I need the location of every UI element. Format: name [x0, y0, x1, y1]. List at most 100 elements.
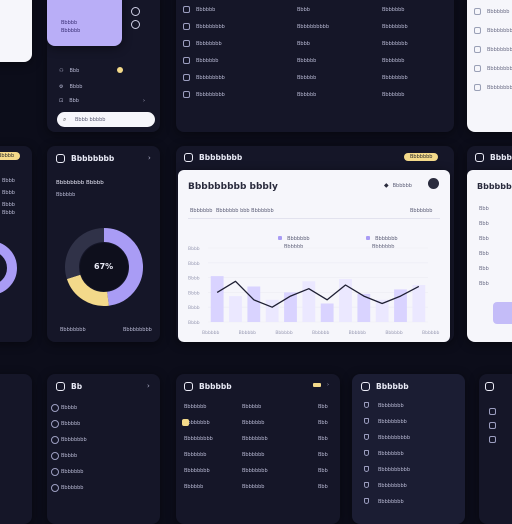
cell: Bbbb — [297, 7, 310, 13]
donut-hole — [80, 243, 128, 291]
donut-slice — [65, 228, 105, 280]
menu-item[interactable]: ⊡ Bbb — [59, 98, 79, 104]
subtitle: Bbbbbbbb Bbbbb — [56, 180, 104, 186]
list-item: Bbbbbbb — [487, 9, 510, 15]
legend-swatch — [366, 236, 370, 240]
chevron-right-icon[interactable]: › — [143, 98, 145, 104]
radio-icon[interactable] — [51, 452, 59, 460]
cell: Bbbbbb — [242, 404, 262, 410]
search-field[interactable]: ⌕ Bbbb bbbbb — [57, 112, 155, 127]
legend-swatch — [278, 236, 282, 240]
bar — [375, 299, 389, 322]
cell: Bbbbbbb — [382, 7, 405, 13]
left-mid-card: Bbbbb Bbbb Bbbb Bbbb Bbbb — [0, 146, 32, 342]
bar — [210, 276, 224, 322]
radio-icon[interactable] — [51, 420, 59, 428]
y-tick-label: Bbbb — [188, 320, 200, 326]
menu-item[interactable]: ⚙ Bbbb — [59, 84, 82, 90]
cell: Bbbbbbbb — [184, 468, 210, 474]
row-icon — [183, 91, 190, 98]
y-tick-label: Bbbb — [188, 305, 200, 311]
action-button[interactable] — [493, 302, 512, 324]
header-pill[interactable]: Bbbbbbb — [404, 153, 439, 161]
info-line: Bbbb — [2, 178, 15, 184]
donut-center-label: 67% — [94, 262, 114, 271]
list-item: Bbbbbbbbb — [378, 419, 407, 425]
shield-icon — [364, 498, 369, 504]
cell: Bbbbbbb — [242, 420, 265, 426]
logo-icon — [184, 153, 193, 162]
bar — [339, 279, 352, 322]
row-icon — [183, 6, 190, 13]
dropdown[interactable]: ◆ Bbbbbb — [384, 182, 412, 189]
cell: Bbb — [318, 420, 328, 426]
list-item: Bbbbbbbb — [61, 437, 87, 443]
search-icon: ⌕ — [63, 116, 67, 123]
cell: Bbbbbbbb — [196, 41, 222, 47]
bottom-list-card-1: Bb › Bbbbb Bbbbbb Bbbbbbbb Bbbbb Bbbbbbb Bbbb… — [47, 374, 160, 524]
right-label: Bbbbbbb — [410, 208, 433, 214]
cell: Bbbbbbb — [184, 452, 207, 458]
partial-donut — [0, 242, 17, 294]
avatar[interactable] — [131, 7, 140, 16]
cell: Bbbbbbbb — [382, 75, 408, 81]
cell: Bbb — [318, 404, 328, 410]
list-item: Bbbbbbbb — [487, 47, 512, 53]
dropdown-value: Bbbbbb — [392, 182, 412, 189]
right-mid-card: Bbbbbbbb Bbbbbbbb Bbb Bbb Bbb Bbb Bbb Bbb — [467, 146, 512, 342]
list-item: Bbbbbbbb — [487, 85, 512, 91]
profile-line-2: Bbbbbb — [61, 28, 81, 34]
bar — [247, 286, 261, 322]
cell: Bbbbbbbbb — [196, 92, 225, 98]
chevron-right-icon[interactable]: › — [147, 382, 150, 390]
cell: Bbbbbbbb — [382, 41, 408, 47]
info-line: Bbbb — [2, 202, 15, 208]
row-icon — [474, 8, 481, 15]
cell: Bbbbbbbb — [242, 436, 268, 442]
checkbox-icon[interactable] — [182, 419, 189, 426]
list-item: Bbbbbbbbb — [378, 483, 407, 489]
radio-icon[interactable] — [51, 436, 59, 444]
chevron-right-icon[interactable]: › — [327, 382, 329, 388]
card-header: Bbbbbbbb — [56, 154, 114, 163]
cell: Bbbbbbb — [184, 404, 207, 410]
settings-icon[interactable] — [131, 20, 140, 29]
badge — [313, 383, 321, 387]
list-item: Bbbbbbbb — [487, 66, 512, 72]
menu-label: Bbb — [69, 98, 79, 104]
avatar[interactable] — [428, 178, 439, 189]
profile-line-1: Bbbbb — [61, 20, 78, 26]
menu-item[interactable]: ⚇ Bbb — [59, 68, 79, 74]
donut-slice — [103, 228, 143, 306]
check-icon — [489, 436, 496, 443]
radio-icon[interactable] — [51, 484, 59, 492]
tab-1[interactable]: Bbbbbbb — [190, 208, 213, 214]
row-icon — [474, 84, 481, 91]
cell: Bbbbbbbb — [184, 420, 210, 426]
tab-2[interactable]: Bbbbbbb bbb Bbbbbbb — [216, 208, 274, 214]
status-dot — [117, 67, 123, 73]
cell: Bbb — [318, 452, 328, 458]
value: Bbb — [479, 266, 489, 272]
card-header: Bb — [56, 382, 82, 391]
x-tick-label: Bbbbbb — [202, 330, 220, 336]
status-pill[interactable]: Bbbbb — [0, 152, 21, 160]
radio-icon[interactable] — [51, 468, 59, 476]
radio-icon[interactable] — [51, 404, 59, 412]
chevron-right-icon[interactable]: › — [148, 154, 151, 162]
list-item: Bbbbbbbbbb — [378, 467, 410, 473]
cell: Bbb — [318, 468, 328, 474]
info-line: Bbbb — [2, 190, 15, 196]
list-item: Bbbbb — [61, 453, 78, 459]
cell: Bbbbbb — [297, 92, 317, 98]
card-title: Bbbbbbbb — [71, 154, 115, 163]
card-header: Bbbbbb — [184, 382, 232, 391]
shield-icon — [364, 482, 369, 488]
bar — [302, 281, 316, 322]
row-icon — [183, 23, 190, 30]
cell: Bbbbbbb — [382, 92, 405, 98]
cell: Bbbbbbbb — [382, 24, 408, 30]
list-item: Bbbbbbb — [61, 485, 84, 491]
menu-label: Bbbb — [69, 84, 83, 90]
series-line — [216, 280, 420, 308]
